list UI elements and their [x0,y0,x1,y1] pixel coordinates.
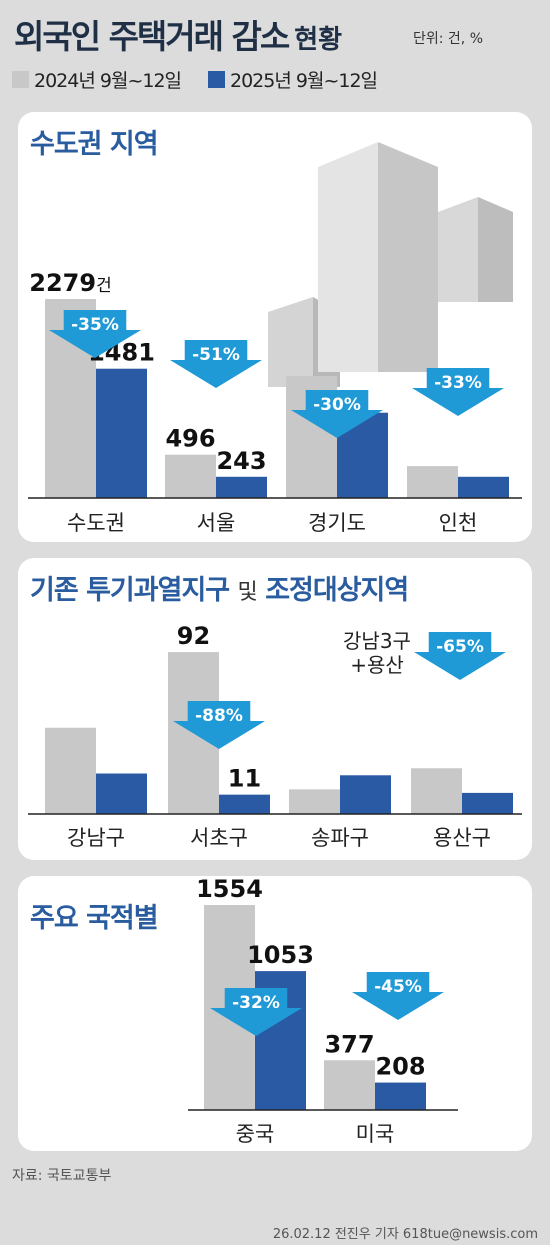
value-label: 496 [165,425,215,453]
value-label: 11 [228,765,261,793]
category-label: 강남구 [67,826,125,850]
bar-2024 [45,727,96,814]
legend-item-2024: 2024년 9월~12일 [12,66,182,93]
change-label: -30% [313,395,361,415]
change-arrow [210,988,302,1036]
panel-capital-region: 수도권 지역 수도권 서울 경기도 인천 2279건 1481 496 243 -35% -51%… [18,112,532,542]
value-label: 92 [177,622,210,650]
annotation-line: 강남3구 [343,629,411,653]
change-arrow [414,632,506,680]
bar-2024 [324,1060,375,1110]
panel-title-nationality: 주요 국적별 [30,903,159,934]
legend-label-2025: 2025년 9월~12일 [230,70,378,92]
bar-2025 [96,368,147,498]
title-sub: 현황 [294,25,343,55]
chart-overheated-districts: 강남구 서초구 송파구 용산구 92 11 -88% 강남3구+용산 -65% [28,622,522,850]
category-label: 용산구 [433,826,491,850]
value-label: 208 [375,1053,425,1081]
category-label: 서울 [197,511,236,535]
category-label: 송파구 [311,826,369,850]
bar-2024 [289,789,340,814]
change-label: -35% [71,315,119,335]
change-label: -51% [192,345,240,365]
legend-swatch-2025 [208,71,225,88]
panel-title-joiner: 및 [237,580,258,605]
title-main: 외국인 주택거래 감소 [14,17,290,56]
change-arrow [173,701,265,749]
credit-line: 26.02.12 전진우 기자 618tue@newsis.com [272,1227,538,1242]
category-label: 중국 [236,1122,275,1146]
bar-2025 [375,1082,426,1110]
bar-2025 [96,773,147,814]
bar-2025 [219,794,270,814]
value-label: 243 [216,447,266,475]
bar-2024 [407,466,458,498]
annotation-line: +용산 [350,653,404,677]
source-note: 자료: 국토교통부 [12,1168,112,1184]
legend-label-2024: 2024년 9월~12일 [34,70,182,92]
change-label: -88% [195,706,243,726]
category-label: 인천 [439,511,478,535]
value-label: 377 [324,1030,374,1058]
category-label: 미국 [356,1122,395,1146]
category-label: 서초구 [190,826,248,850]
panel-nationality: 주요 국적별 중국 미국 1554 1053 377 208 -32% -45% [18,876,532,1151]
value-label: 1554 [196,876,263,903]
legend-swatch-2024 [12,71,29,88]
change-label: -65% [436,637,484,657]
panel-title-main: 기존 투기과열지구 [30,575,230,606]
building-illustration [268,142,513,387]
change-arrow [352,972,444,1020]
value-label: 1053 [247,941,314,969]
panel-overheated-districts: 기존 투기과열지구 및 조정대상지역 강남구 서초구 송파구 용산구 92 11 -88% 강… [18,558,532,860]
panel-title-tail: 조정대상지역 [265,575,409,606]
category-label: 경기도 [308,511,366,535]
change-arrow [49,310,141,358]
bar-2025 [340,775,391,814]
change-arrow [291,390,383,438]
bar-2025 [216,476,267,498]
chart-capital-region: 수도권 서울 경기도 인천2279건1481496243-35%-51%-30%-33… [28,142,522,535]
bar-2025 [462,792,513,814]
value-unit: 건 [96,276,112,296]
value-label: 2279건 [29,269,111,297]
legend-item-2025: 2025년 9월~12일 [208,66,378,93]
category-label: 수도권 [67,511,125,535]
change-arrow [170,340,262,388]
unit-label: 단위: 건, % [413,31,484,47]
panel-title-overheated: 기존 투기과열지구 및 조정대상지역 [30,568,409,607]
change-label: -33% [434,373,482,393]
change-label: -45% [374,977,422,997]
page-title: 외국인 주택거래 감소 현황 [14,10,342,58]
change-arrow [412,368,504,416]
panel-title-capital-region: 수도권 지역 [30,129,159,160]
bar-2024 [411,768,462,814]
change-label: -32% [232,993,280,1013]
bar-2024 [165,454,216,498]
bar-2025 [458,476,509,498]
